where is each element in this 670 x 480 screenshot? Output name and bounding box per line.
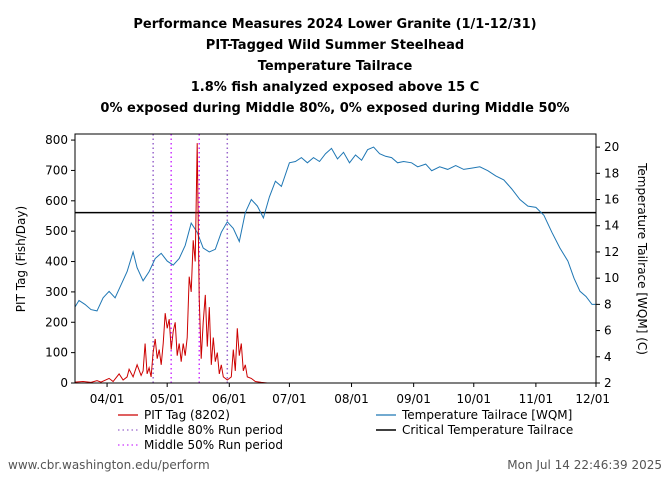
y-tick-label: 700 [45,163,68,177]
chart-title-block: Performance Measures 2024 Lower Granite … [100,17,569,116]
pit-tag-series-line [74,143,278,384]
y2-tick-label: 14 [604,219,619,233]
y2-tick-label: 10 [604,271,619,285]
chart-title-line: 0% exposed during Middle 80%, 0% exposed… [100,101,569,116]
x-tick-label: 09/01 [396,392,431,406]
x-tick-label: 04/01 [90,392,125,406]
y2-tick-label: 12 [604,245,619,259]
x-tick-label: 10/01 [456,392,491,406]
x-tick-label: 05/01 [150,392,185,406]
y-tick-label: 200 [45,315,68,329]
x-tick-label: 06/01 [212,392,247,406]
y-tick-label: 600 [45,194,68,208]
legend-critical-temperature-label: Critical Temperature Tailrace [402,423,573,437]
legend-temperature-label: Temperature Tailrace [WQM] [401,408,572,422]
footer-source: www.cbr.washington.edu/perform [8,458,210,472]
x-tick-label: 11/01 [519,392,554,406]
y-tick-label: 0 [60,376,68,390]
legend-middle-80-label: Middle 80% Run period [144,423,283,437]
legend-pit-tag-label: PIT Tag (8202) [144,408,230,422]
y2-tick-label: 4 [604,350,612,364]
chart-title-line: PIT-Tagged Wild Summer Steelhead [206,38,464,53]
y-tick-label: 100 [45,346,68,360]
legend-middle-50-label: Middle 50% Run period [144,438,283,452]
axes-layer: 0 100 200 300 400 500 600 700 800 2 4 6 8 10 12 14 16 18 2… [14,133,649,406]
temperature-series-line [74,146,596,312]
chart-title-line: Temperature Tailrace [258,59,413,74]
plot-frame [74,133,597,384]
y2-tick-label: 18 [604,166,619,180]
x-tick-label: 12/01 [575,392,610,406]
x-tick-label: 07/01 [272,392,307,406]
y-tick-label: 300 [45,285,68,299]
y2-axis-label: Temperature Tailrace [WQM] (C) [635,162,649,355]
y-tick-label: 500 [45,224,68,238]
y2-tick-label: 6 [604,324,612,338]
footer-timestamp: Mon Jul 14 22:46:39 2025 [507,458,662,472]
y2-tick-label: 2 [604,376,612,390]
y2-tick-label: 8 [604,297,612,311]
y-axis-label: PIT Tag (Fish/Day) [14,206,28,312]
y2-tick-label: 20 [604,140,619,154]
chart-title-line: 1.8% fish analyzed exposed above 15 C [191,80,480,95]
x-tick-label: 08/01 [334,392,369,406]
y-tick-label: 400 [45,255,68,269]
y-tick-label: 800 [45,133,68,147]
legend: PIT Tag (8202)Middle 80% Run periodMiddl… [118,408,573,452]
chart-title-line: Performance Measures 2024 Lower Granite … [133,17,536,32]
y2-tick-label: 16 [604,193,619,207]
series-layer [74,134,596,384]
